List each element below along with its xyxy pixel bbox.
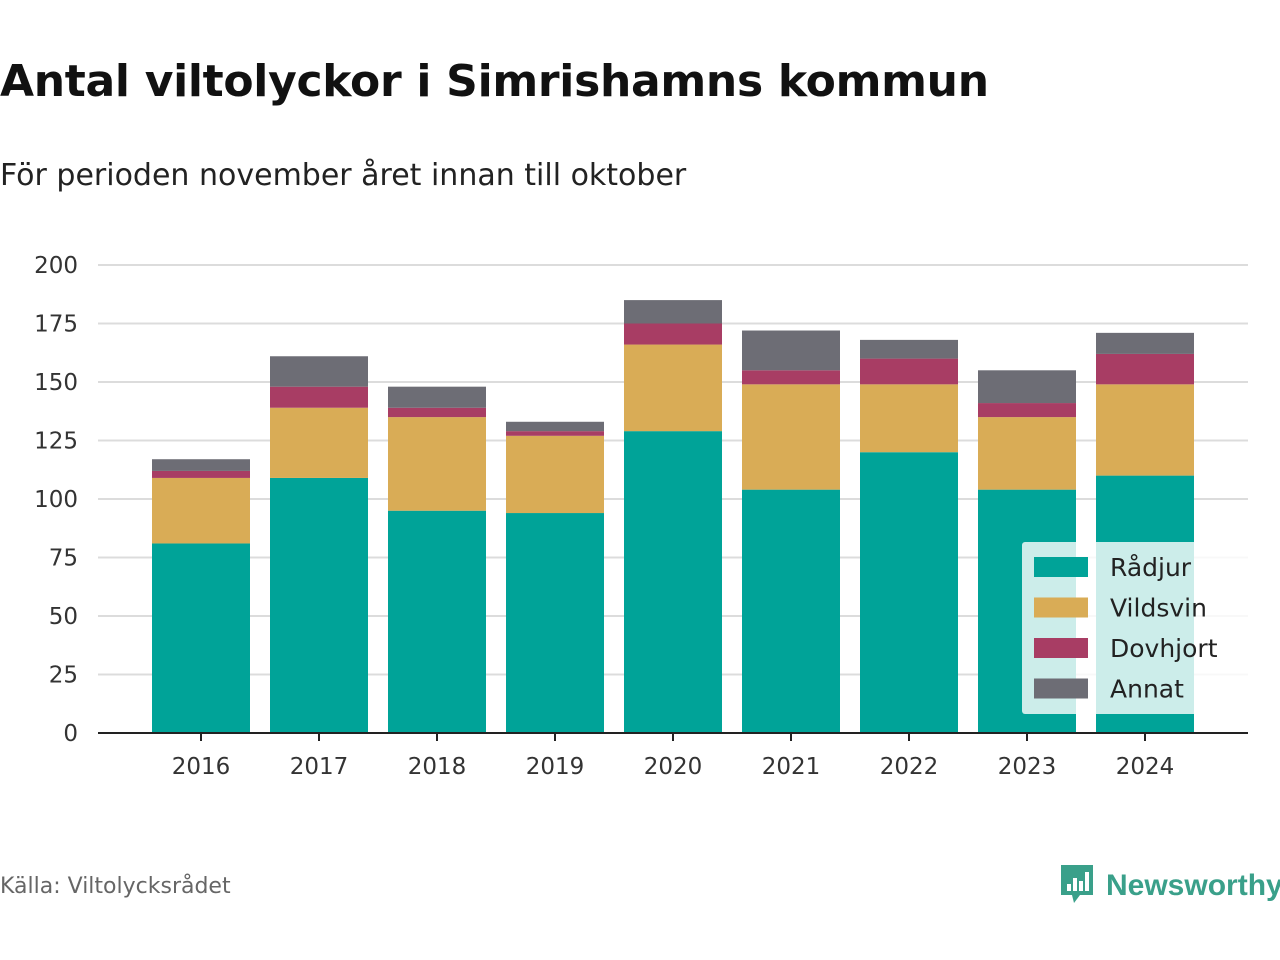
x-tick-label: 2019 <box>526 754 585 780</box>
bar-2018-series-3 <box>388 407 486 418</box>
legend-label: Rådjur <box>1110 553 1192 582</box>
brand-logo: Newsworthy <box>1058 862 1280 910</box>
bar-2016-series-2 <box>152 477 250 544</box>
x-tick-label: 2021 <box>762 754 821 780</box>
bar-2022-series-1 <box>860 452 958 733</box>
bar-2024-series-2 <box>1096 384 1194 476</box>
y-tick-label: 25 <box>49 663 78 689</box>
bar-2017-series-2 <box>270 407 368 478</box>
bar-2020-series-2 <box>624 344 722 432</box>
bar-2020-series-1 <box>624 431 722 733</box>
bar-2017-series-3 <box>270 386 368 408</box>
bar-2021-series-4 <box>742 330 840 371</box>
bar-2018-series-4 <box>388 386 486 408</box>
bar-2023-series-2 <box>978 417 1076 490</box>
bar-2024-series-4 <box>1096 332 1194 354</box>
bar-2020-series-3 <box>624 323 722 345</box>
bar-chart-speech-bubble-icon <box>1058 862 1096 910</box>
y-tick-label: 125 <box>34 429 78 455</box>
legend-swatch <box>1034 597 1088 618</box>
x-tick-label: 2024 <box>1116 754 1175 780</box>
legend: Rådjur Vildsvin Dovhjort Annat <box>1022 542 1248 714</box>
bar-2017-series-4 <box>270 356 368 387</box>
bar-2022-series-2 <box>860 384 958 453</box>
legend-swatch <box>1034 638 1088 658</box>
chart-subtitle: För perioden november året innan till ok… <box>0 158 687 193</box>
brand-name: Newsworthy <box>1106 869 1280 902</box>
bar-2019-series-2 <box>506 435 604 514</box>
y-tick-label: 150 <box>34 370 78 396</box>
source-note: Källa: Viltolycksrådet <box>0 874 231 899</box>
legend-label: Annat <box>1110 675 1184 704</box>
legend-swatch <box>1034 557 1088 577</box>
bar-2019-series-3 <box>506 431 604 436</box>
bar-2022-series-3 <box>860 358 958 385</box>
bar-2016-series-3 <box>152 470 250 478</box>
bar-2022-series-4 <box>860 339 958 359</box>
x-axis-ticks: 2016 2017 2018 2019 2020 2021 2022 2023 2024 <box>172 733 1175 780</box>
y-tick-label: 175 <box>34 312 78 338</box>
bar-2019-series-4 <box>506 421 604 432</box>
chart-title: Antal viltolyckor i Simrishamns kommun <box>0 56 989 107</box>
bar-2024-series-3 <box>1096 353 1194 385</box>
legend-label: Vildsvin <box>1110 594 1207 623</box>
x-tick-label: 2017 <box>290 754 349 780</box>
bar-2018-series-2 <box>388 417 486 511</box>
legend-box <box>1022 542 1248 714</box>
x-tick-label: 2016 <box>172 754 231 780</box>
y-tick-label: 200 <box>34 253 78 279</box>
bar-2016-series-4 <box>152 459 250 471</box>
bar-2016-series-1 <box>152 543 250 733</box>
bar-2020-series-4 <box>624 300 722 324</box>
bar-2021-series-1 <box>742 489 840 733</box>
bar-2019-series-1 <box>506 513 604 733</box>
bar-2021-series-3 <box>742 370 840 385</box>
legend-label: Dovhjort <box>1110 634 1218 663</box>
y-tick-label: 100 <box>34 487 78 513</box>
bar-2023-series-3 <box>978 403 1076 418</box>
y-tick-label: 0 <box>63 721 78 747</box>
x-tick-label: 2020 <box>644 754 703 780</box>
y-tick-label: 75 <box>49 546 78 572</box>
bar-2017-series-1 <box>270 477 368 733</box>
x-tick-label: 2018 <box>408 754 467 780</box>
bar-2021-series-2 <box>742 384 840 490</box>
bars <box>152 300 1194 733</box>
y-tick-label: 50 <box>49 604 78 630</box>
x-tick-label: 2022 <box>880 754 939 780</box>
y-axis-ticks: 0 25 50 75 100 125 150 175 200 <box>34 253 78 747</box>
bar-2023-series-4 <box>978 370 1076 404</box>
legend-swatch <box>1034 678 1088 699</box>
x-tick-label: 2023 <box>998 754 1057 780</box>
bar-2018-series-1 <box>388 510 486 733</box>
